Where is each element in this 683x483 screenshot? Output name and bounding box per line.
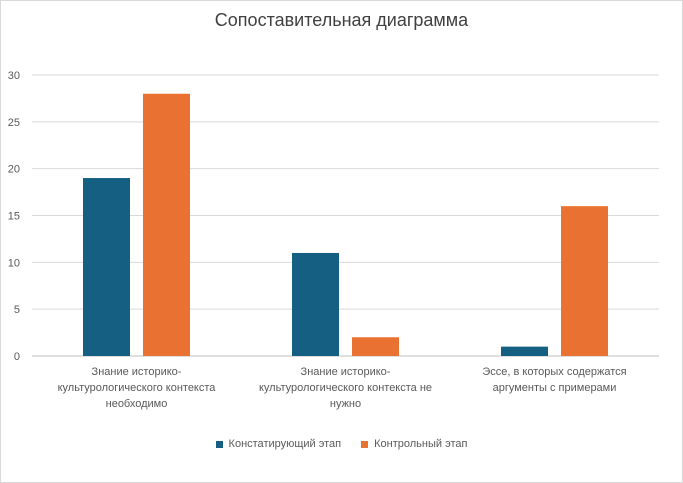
y-axis-ticks: 0 5 10 15 20 25 30 xyxy=(8,70,20,363)
y-tick-label: 5 xyxy=(14,304,20,316)
x-category-label-line: Эссе, в которых содержатся xyxy=(482,366,626,378)
y-tick-label: 30 xyxy=(8,70,20,82)
y-tick-label: 15 xyxy=(8,211,20,223)
legend-label: Контрольный этап xyxy=(374,438,468,450)
y-tick-label: 25 xyxy=(8,117,20,129)
y-tick-label: 10 xyxy=(8,257,20,269)
legend-item: Констатирующий этап xyxy=(215,438,342,450)
legend: Констатирующий этап Контрольный этап xyxy=(0,438,683,450)
x-category-label-line: аргументы с примерами xyxy=(493,382,617,394)
x-category-label-line: необходимо xyxy=(106,398,168,410)
bar-series-1-category-3 xyxy=(501,346,548,356)
x-category-label-line: нужно xyxy=(330,398,361,410)
x-category-label-line: культурологического контекста не xyxy=(259,382,432,394)
x-axis-categories: Знание историко-культурологического конт… xyxy=(58,366,627,410)
bar-series-1-category-2 xyxy=(292,252,339,356)
bar-series-2-category-3 xyxy=(561,206,608,356)
legend-swatch xyxy=(215,440,223,448)
x-category-label-line: культурологического контекста xyxy=(58,382,217,394)
x-category-label-line: Знание историко- xyxy=(92,366,182,378)
chart-title: Сопоставительная диаграмма xyxy=(214,10,469,30)
x-category-label: Знание историко-культурологического конт… xyxy=(58,366,217,410)
y-tick-label: 0 xyxy=(14,351,20,363)
bars xyxy=(83,93,608,356)
bar-series-1-category-1 xyxy=(83,178,130,356)
bar-series-2-category-2 xyxy=(352,337,399,356)
legend-swatch xyxy=(361,440,369,448)
gridlines xyxy=(32,74,659,357)
legend-item: Контрольный этап xyxy=(361,438,467,450)
bar-series-2-category-1 xyxy=(143,93,190,356)
x-category-label: Знание историко-культурологического конт… xyxy=(259,366,432,410)
legend-label: Констатирующий этап xyxy=(228,438,342,450)
x-category-label: Эссе, в которых содержатся аргументы с пр… xyxy=(482,366,626,394)
y-tick-label: 20 xyxy=(8,164,20,176)
x-category-label-line: Знание историко- xyxy=(301,366,391,378)
